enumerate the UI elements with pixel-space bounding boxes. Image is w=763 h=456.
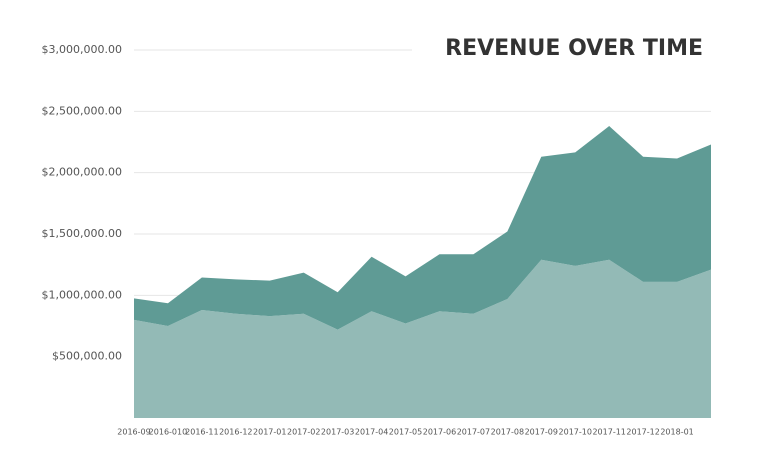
y-tick-label: $500,000.00 [52,350,122,363]
x-tick-label: 2017-01 [253,428,286,437]
x-tick-label: 2016-010 [149,428,188,437]
y-tick-label: $1,500,000.00 [42,227,122,240]
x-tick-label: 2017-07 [457,428,490,437]
title-background [412,30,712,68]
x-tick-label: 2017-02 [287,428,320,437]
labels: $500,000.00 $1,000,000.00 $1,500,000.00 $2,… [42,43,694,437]
x-tick-label: 2017-11 [592,428,625,437]
x-tick-label: 2017-12 [626,428,659,437]
x-tick-label: 2018-01 [660,428,693,437]
area [134,126,711,330]
x-tick-label: 2016-09 [117,428,150,437]
x-tick-label: 2017-09 [525,428,558,437]
y-tick-label: $1,000,000.00 [42,288,122,301]
x-tick-label: 2016-12 [219,428,252,437]
areas [134,126,711,418]
x-tick-label: 2016-11 [185,428,218,437]
x-tick-label: 2017-10 [559,428,592,437]
chart-title: REVENUE OVER TIME [445,36,703,61]
y-tick-label: $3,000,000.00 [42,43,122,56]
y-tick-label: $2,000,000.00 [42,166,122,179]
x-tick-label: 2017-03 [321,428,354,437]
y-tick-label: $2,500,000.00 [42,104,122,117]
area [134,259,711,418]
x-tick-label: 2017-05 [389,428,422,437]
x-tick-label: 2017-08 [491,428,524,437]
x-tick-label: 2017-06 [423,428,456,437]
x-tick-label: 2017-04 [355,428,388,437]
